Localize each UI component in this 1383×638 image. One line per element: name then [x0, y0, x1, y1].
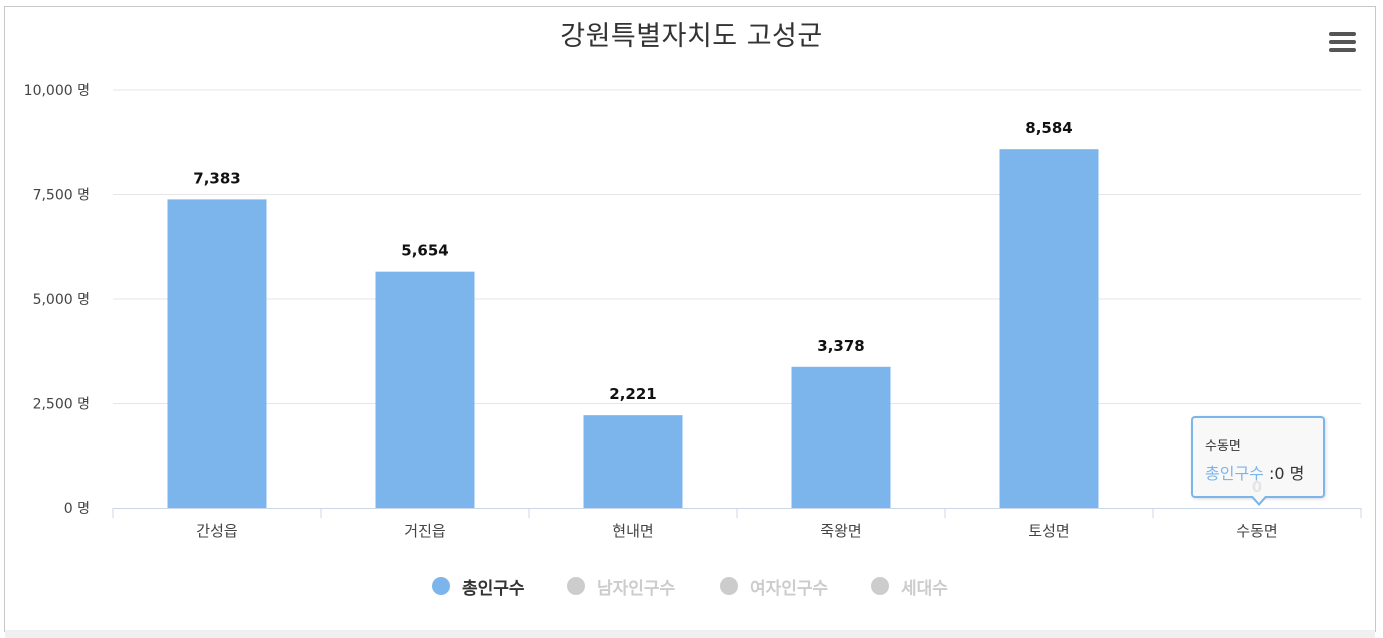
chart-container: [4, 6, 1376, 632]
tooltip-separator: :: [1263, 464, 1275, 483]
tooltip-pointer-inner: [1252, 495, 1266, 503]
legend-item[interactable]: 세대수: [871, 572, 948, 600]
chart-title: 강원특별자치도 고성군: [560, 21, 823, 52]
legend-item[interactable]: 여자인구수: [720, 572, 828, 600]
tooltip-category: 수동면: [1205, 439, 1241, 454]
legend-item[interactable]: 남자인구수: [567, 572, 675, 600]
bottom-strip: [5, 630, 1375, 638]
tooltip: 수동면 총인구수 :0 명: [1191, 416, 1325, 498]
tooltip-series-name: 총인구수: [1205, 464, 1264, 483]
legend: 총인구수 남자인구수 여자인구수 세대수: [0, 572, 1383, 600]
legend-marker-icon: [871, 577, 889, 595]
legend-label: 여자인구수: [750, 578, 829, 599]
legend-marker-icon: [432, 577, 450, 595]
legend-label: 남자인구수: [597, 578, 676, 599]
legend-marker-icon: [567, 577, 585, 595]
legend-item[interactable]: 총인구수: [432, 572, 525, 600]
legend-label: 총인구수: [462, 578, 525, 599]
hamburger-menu-icon[interactable]: [1329, 30, 1357, 54]
legend-marker-icon: [720, 577, 738, 595]
tooltip-value: 0 명: [1274, 464, 1305, 483]
tooltip-line: 총인구수 :0 명: [1205, 460, 1304, 484]
legend-label: 세대수: [901, 578, 948, 599]
